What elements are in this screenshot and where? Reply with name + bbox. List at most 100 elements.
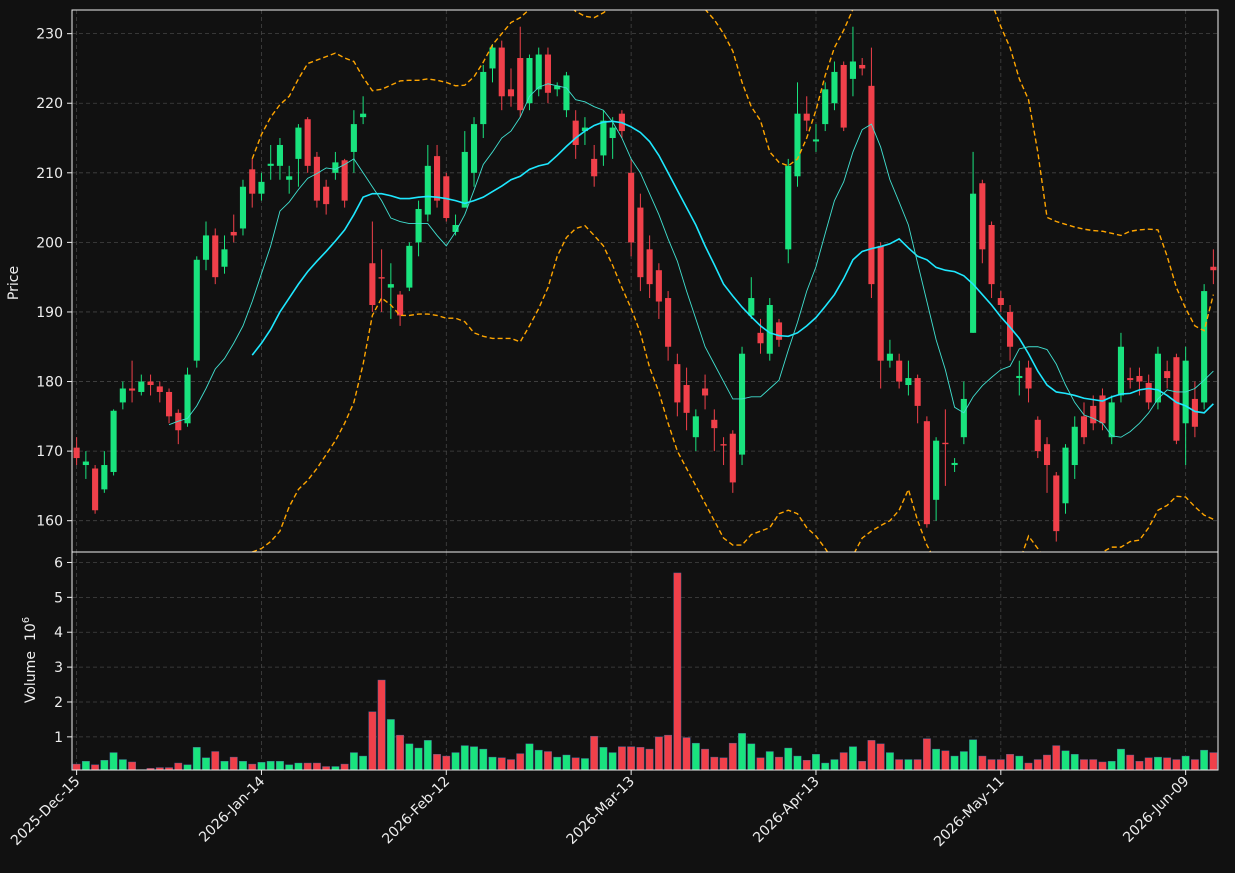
candle-body [628,172,635,243]
volume-bar [192,747,201,770]
volume-bar [516,753,525,770]
candle-body [165,391,173,417]
overlay-lines [168,10,1215,552]
overlay-line [168,83,1214,438]
volume-bar [1163,757,1172,770]
volume-bar [941,750,950,770]
candle-body [221,249,228,267]
volume-bar [664,734,673,770]
volume-bar [590,735,599,770]
volume-bar [544,751,552,770]
candle-body [119,388,126,403]
volume-bar [645,748,654,770]
volume-bar [978,755,987,770]
candle-body [498,47,505,97]
volume-bar [1117,748,1125,770]
overlay-line [251,224,1214,552]
volume-bar [1126,754,1135,770]
candle-body [794,113,801,177]
candle-body [581,127,588,132]
candle-body [646,249,653,285]
y-tick-label: 3 [54,660,63,676]
candle-body [757,332,764,344]
volume-bar [1015,755,1024,770]
y-axis-label: Price [6,266,22,300]
volume-bar [969,739,977,770]
volume-bar [987,759,996,770]
volume-bar [1144,757,1153,770]
volume-bar [1061,750,1070,770]
candle-body [406,245,413,288]
volume-bar [396,734,404,770]
volume-bar [895,759,904,770]
volume-bar [1024,762,1033,770]
candle-body [1164,371,1171,379]
volume-bar [959,751,968,770]
candle-body [775,322,783,340]
volume-axis-label: Volume 106 [21,617,39,703]
candle-body [822,89,829,125]
volume-bar [922,738,931,770]
candle-body [507,89,515,97]
y-tick-label: 2 [54,695,63,711]
y-tick-label: 5 [54,590,63,606]
volume-bar [1006,754,1014,770]
volume-bar [830,759,839,770]
volume-bar [460,745,469,770]
volume-bar [91,764,100,770]
volume-bar [654,736,663,770]
candle-body [92,468,99,511]
volume-bar [1181,755,1190,770]
candle-body [267,163,274,166]
candle-body [1007,311,1014,347]
candle-body [526,58,533,104]
candle-body [1154,353,1161,403]
candle-body [766,305,773,354]
volume-bar [239,761,247,770]
volume-frame [71,551,1219,771]
volume-bar [128,761,136,770]
volume-bar [673,572,682,770]
volume-bar [451,752,460,770]
candle-body [249,169,256,194]
candle-body [415,208,422,243]
candle-body [1099,395,1106,424]
candle-body [840,64,847,128]
candle-body [184,374,191,424]
candle-body [868,85,875,285]
volume-bar [386,719,395,770]
volume-bar [266,761,275,770]
candle-body [544,54,552,93]
candle-body [729,433,736,483]
volume-bar [276,761,284,770]
candle-body [397,294,404,316]
volume-bar [220,761,229,770]
candle-body [1025,367,1032,389]
candle-body [101,465,108,490]
candle-body [933,440,940,500]
volume-bar [155,767,164,770]
candle-body [1016,375,1023,379]
candle-body [304,119,311,166]
candle-body [230,231,237,236]
volume-bar [423,740,432,770]
volume-bar [1070,754,1079,770]
candle-body [600,120,607,156]
volume-bar [433,754,441,770]
candle-body [369,263,376,306]
volume-bar [1080,759,1088,770]
y-tick-label: 220 [36,96,63,112]
candle-body [323,186,330,205]
candle-body [1108,402,1115,438]
candle-body [1127,378,1134,381]
candle-body [748,298,755,316]
candle-body [1117,346,1125,396]
candle-body [193,259,200,361]
volume-bar [886,752,894,770]
volume-bar [1200,749,1209,770]
volume-bar [996,759,1005,770]
volume-bar [1172,759,1181,770]
volume-bar [1098,761,1107,770]
overlay-line [251,10,1215,332]
